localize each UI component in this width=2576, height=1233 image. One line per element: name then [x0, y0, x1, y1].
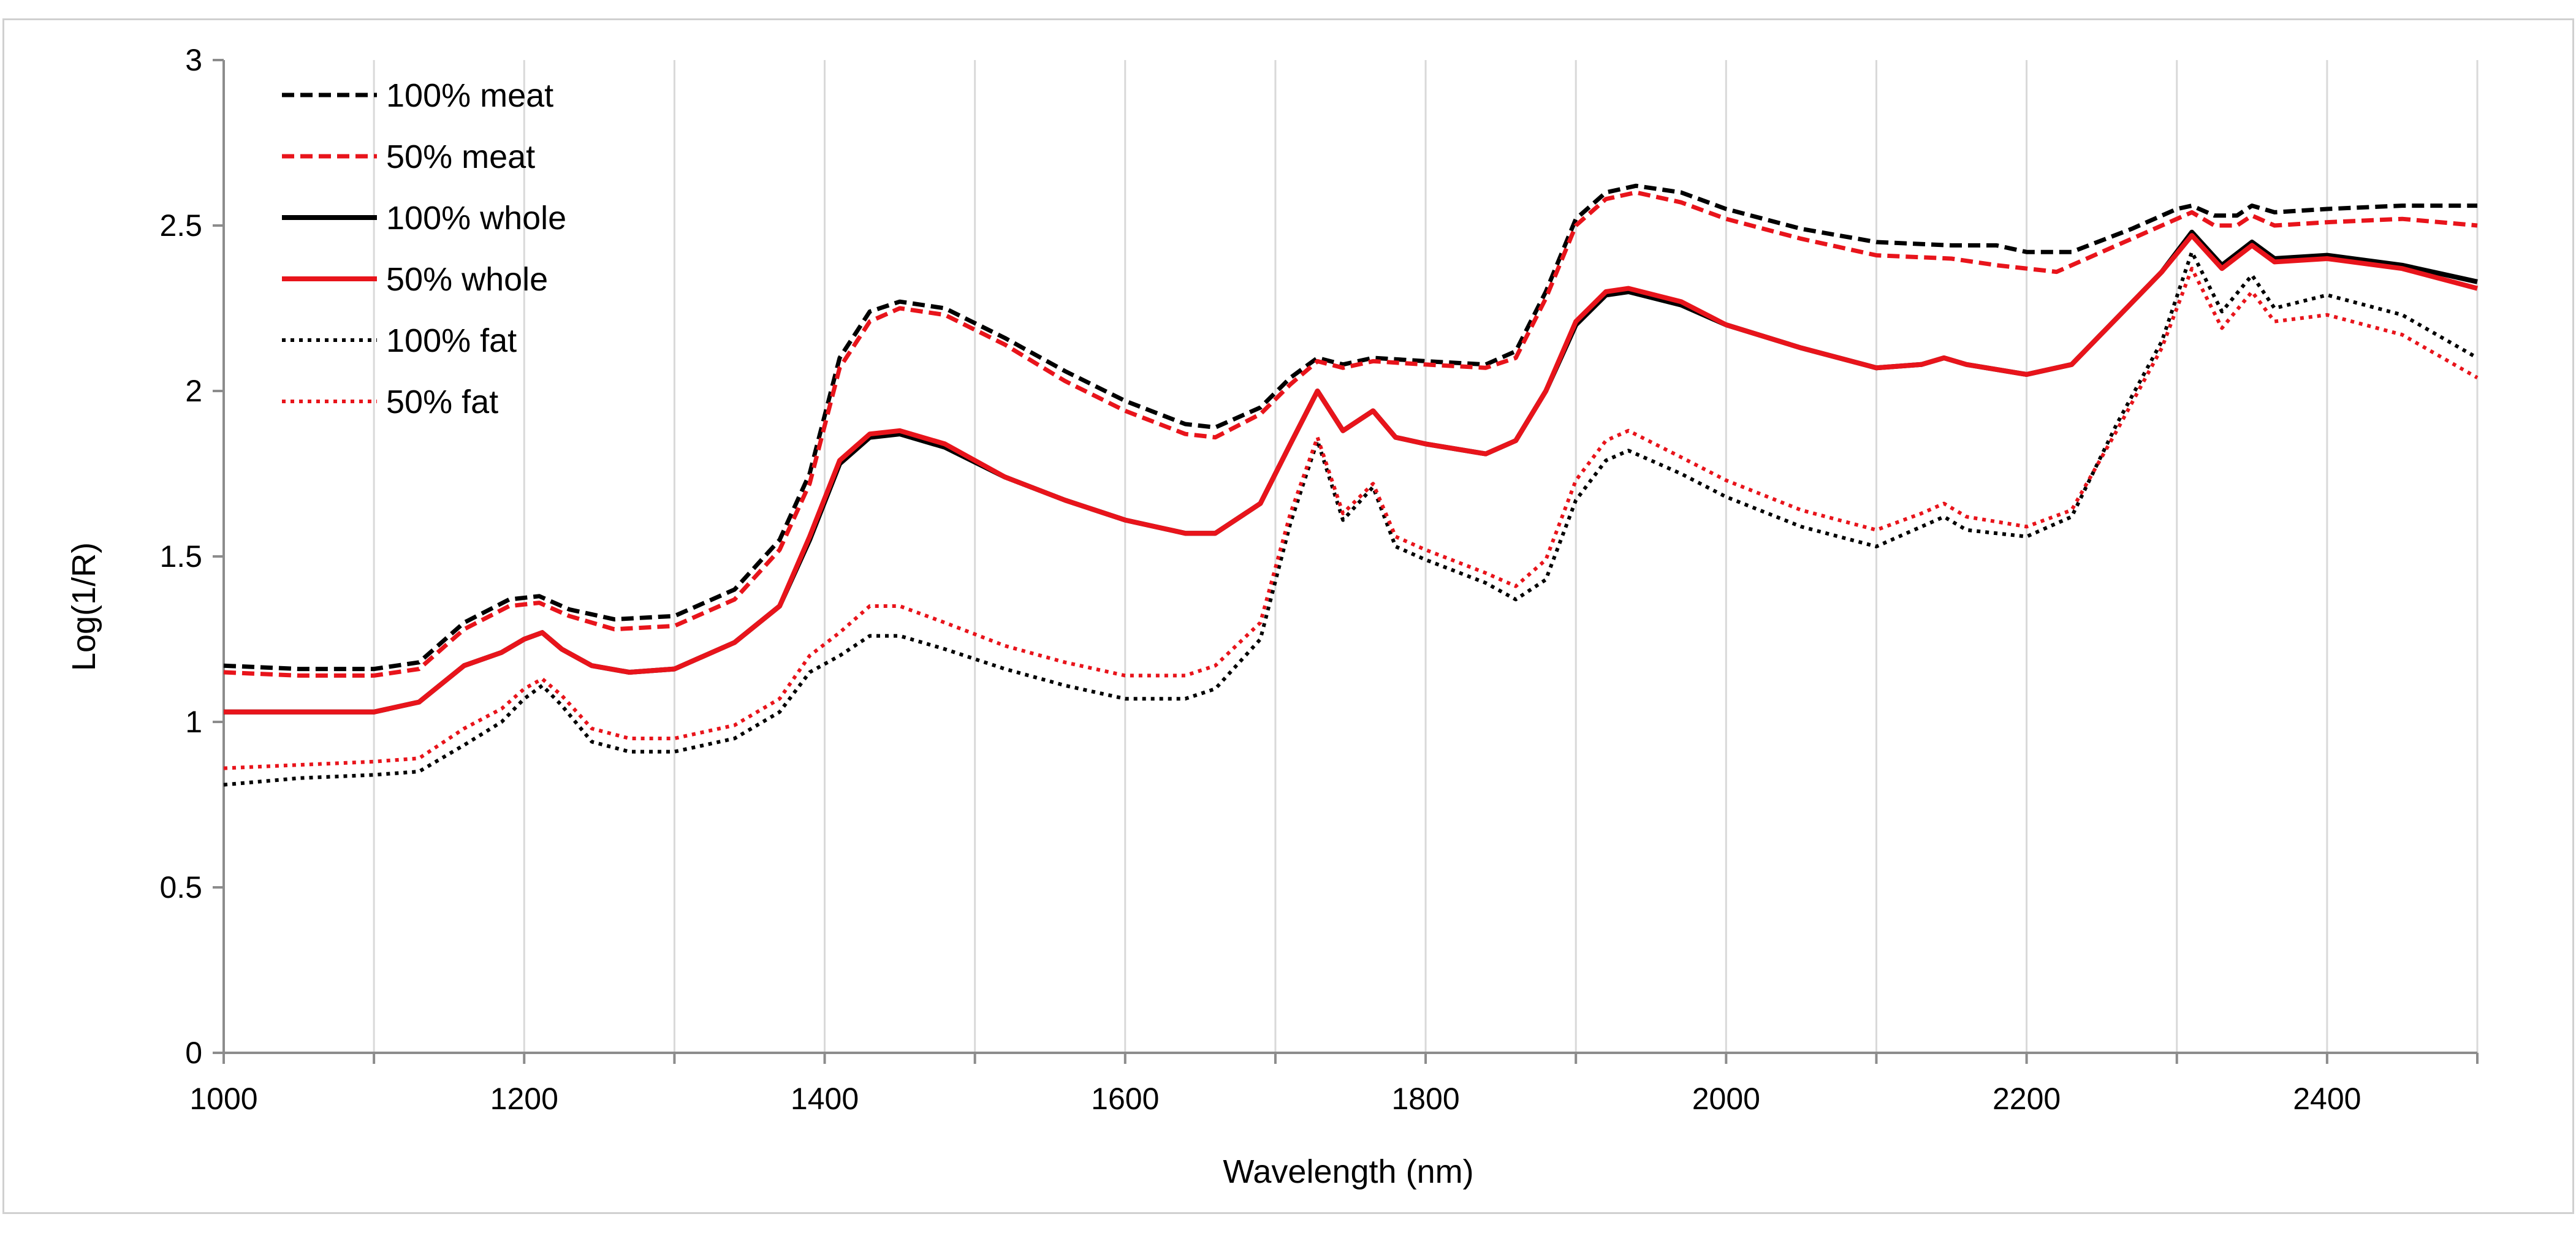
series-line-100-fat — [223, 250, 2479, 787]
y-tick-labels: 0 0.5 1 1.5 2 2.5 3 — [159, 43, 202, 1070]
legend-label: 100% whole — [386, 200, 566, 237]
x-tick-label: 1600 — [1091, 1082, 1159, 1116]
vertical-gridlines — [373, 60, 2479, 1053]
series-lines — [223, 183, 2479, 787]
chart-frame — [2, 18, 2574, 1214]
series-line-50-fat — [223, 267, 2479, 770]
legend-label: 50% fat — [386, 384, 498, 420]
series-line-50-whole — [224, 233, 2479, 715]
x-tick-label: 2400 — [2293, 1082, 2361, 1116]
legend-label: 50% whole — [386, 261, 548, 298]
x-tick-label: 2200 — [1993, 1082, 2061, 1116]
y-tick-label: 2.5 — [159, 208, 202, 243]
x-tick-label: 1800 — [1391, 1082, 1459, 1116]
x-axis-label: Wavelength (nm) — [1223, 1153, 1473, 1190]
legend: 100% meat 50% meat 100% whole 50% whole 100%… — [282, 77, 566, 420]
x-tick-label: 1400 — [791, 1082, 859, 1116]
x-tick-labels: 1000 1200 1400 1600 1800 2000 2200 2400 — [189, 1082, 2361, 1116]
y-tick-label: 0 — [185, 1036, 202, 1070]
series-line-100-meat — [223, 183, 2477, 672]
y-tick-label: 2 — [185, 374, 202, 408]
axes — [213, 59, 2479, 1064]
legend-label: 50% meat — [386, 138, 535, 175]
x-tick-label: 1000 — [189, 1082, 257, 1116]
legend-label: 100% fat — [386, 322, 517, 359]
y-tick-label: 1.5 — [159, 539, 202, 574]
series-line-100-whole — [224, 229, 2478, 715]
y-tick-label: 1 — [185, 705, 202, 739]
y-tick-label: 3 — [185, 43, 202, 77]
series-line-50-meat — [223, 190, 2478, 678]
y-axis-label: Log(1/R) — [66, 542, 102, 671]
legend-label: 100% meat — [386, 77, 553, 114]
x-tick-label: 1200 — [490, 1082, 558, 1116]
x-tick-label: 2000 — [1692, 1082, 1760, 1116]
y-tick-label: 0.5 — [159, 870, 202, 905]
